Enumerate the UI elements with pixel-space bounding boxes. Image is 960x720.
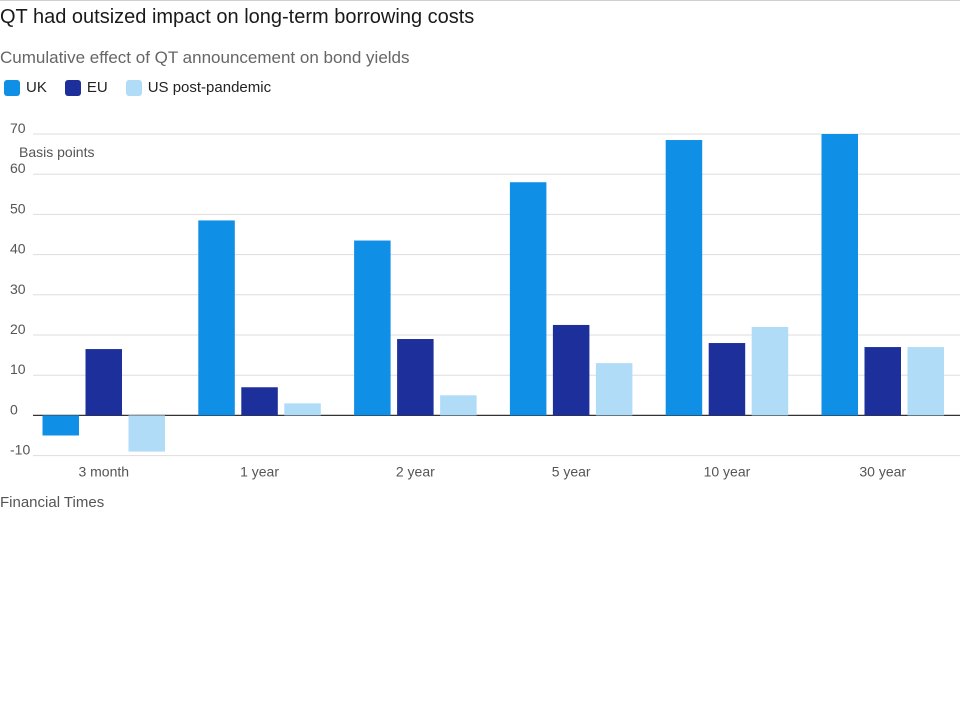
y-tick-label: 10 [10, 361, 26, 377]
bar-uk-30-year [821, 134, 858, 416]
y-axis-label: Basis points [19, 144, 94, 160]
y-tick-label: 20 [10, 321, 26, 337]
y-tick-label: 50 [10, 200, 26, 216]
bar-uk-5-year [509, 182, 547, 416]
legend-label-us: US post-pandemic [147, 79, 272, 96]
bar-us-post-pandemic-3-month [128, 415, 165, 452]
y-tick-label: 0 [10, 401, 18, 417]
bar-uk-3-month [42, 415, 79, 436]
bar-us-post-pandemic-30-year [907, 347, 944, 416]
bar-chart: 70 60 50 40 30 20 10 0 -10 Basis points 3 month 1 y… [10, 120, 960, 480]
bar-uk-2-year [354, 240, 391, 416]
bar-uk-10-year [665, 140, 703, 416]
bar-eu-5-year [552, 324, 590, 416]
legend-label-uk: UK [26, 79, 47, 96]
legend-swatch-uk [4, 79, 20, 96]
bar-uk-1-year [198, 220, 235, 416]
x-tick-label: 1 year [240, 464, 279, 480]
chart-title: QT had outsized impact on long-term borr… [0, 6, 475, 28]
bar-us-post-pandemic-1-year [284, 403, 321, 416]
x-tick-label: 5 year [552, 464, 591, 480]
legend-item-us: US post-pandemic [125, 79, 272, 96]
x-tick-label: 30 year [859, 464, 906, 480]
top-rule [0, 0, 960, 1]
legend-swatch-us [125, 79, 142, 96]
legend-swatch-eu [64, 79, 81, 96]
x-tick-label: 3 month [78, 464, 129, 480]
legend-item-eu: EU [64, 79, 108, 96]
y-tick-label: -10 [10, 442, 30, 458]
bar-eu-10-year [708, 343, 746, 416]
y-tick-label: 60 [10, 160, 26, 176]
x-tick-label: 2 year [396, 464, 435, 480]
legend-item-uk: UK [4, 79, 47, 96]
legend: UK EU US post-pandemic [4, 79, 289, 96]
chart-subtitle: Cumulative effect of QT announcement on … [0, 48, 410, 67]
bar-us-post-pandemic-10-year [751, 326, 789, 416]
bar-eu-1-year [241, 387, 278, 416]
bar-us-post-pandemic-5-year [595, 363, 633, 416]
bar-eu-2-year [397, 339, 434, 416]
legend-label-eu: EU [86, 79, 108, 96]
x-tick-label: 10 year [704, 464, 751, 480]
bar-eu-3-month [85, 349, 122, 416]
y-tick-label: 30 [10, 281, 26, 297]
y-tick-label: 40 [10, 241, 26, 257]
y-tick-label: 70 [10, 120, 26, 136]
bar-us-post-pandemic-2-year [440, 395, 477, 416]
source-note: Financial Times [0, 494, 105, 511]
bar-eu-30-year [864, 347, 901, 416]
